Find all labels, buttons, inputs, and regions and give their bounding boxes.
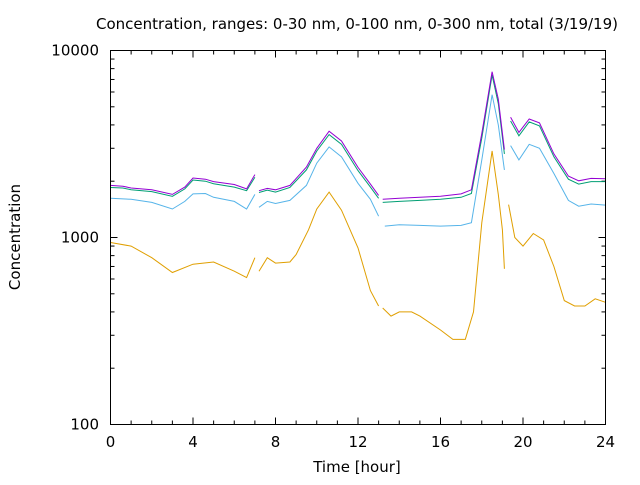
- series-line-segment: [110, 174, 256, 195]
- y-tick-label: 100: [70, 416, 99, 434]
- series-line-segment: [382, 71, 505, 200]
- chart-title: Concentration, ranges: 0-30 nm, 0-100 nm…: [96, 15, 618, 33]
- series-line-segment: [110, 242, 256, 279]
- x-tick-label: 8: [271, 433, 281, 451]
- series-line-segment: [258, 191, 380, 307]
- series-0: [110, 150, 606, 340]
- series-line-segment: [258, 133, 380, 199]
- x-tick-label: 20: [513, 433, 532, 451]
- series-line-segment: [382, 74, 505, 203]
- x-tick-label: 16: [431, 433, 450, 451]
- y-axis-label: Concentration: [6, 184, 24, 290]
- series-line-segment: [258, 146, 380, 217]
- series-line-segment: [258, 130, 380, 196]
- y-tick-label: 10000: [51, 42, 99, 60]
- x-tick-label: 24: [596, 433, 615, 451]
- series-line-segment: [384, 94, 505, 227]
- series-line-segment: [510, 120, 606, 185]
- plot-frame: [110, 50, 606, 425]
- data-series: [110, 71, 606, 340]
- series-line-segment: [110, 192, 256, 210]
- series-3: [110, 71, 606, 200]
- series-2: [110, 74, 606, 203]
- x-axis-label: Time [hour]: [312, 458, 401, 476]
- x-tick-label: 0: [106, 433, 116, 451]
- series-line-segment: [508, 204, 606, 307]
- x-tick-label: 12: [348, 433, 367, 451]
- series-1: [110, 94, 606, 227]
- series-line-segment: [510, 143, 606, 207]
- series-line-segment: [510, 116, 606, 182]
- x-tick-label: 4: [188, 433, 198, 451]
- y-tick-label: 1000: [61, 229, 99, 247]
- tick-marks: 0 4 8 12 16 20 24 100 1000 10000: [51, 42, 615, 452]
- series-line-segment: [110, 176, 256, 197]
- series-line-segment: [382, 150, 505, 340]
